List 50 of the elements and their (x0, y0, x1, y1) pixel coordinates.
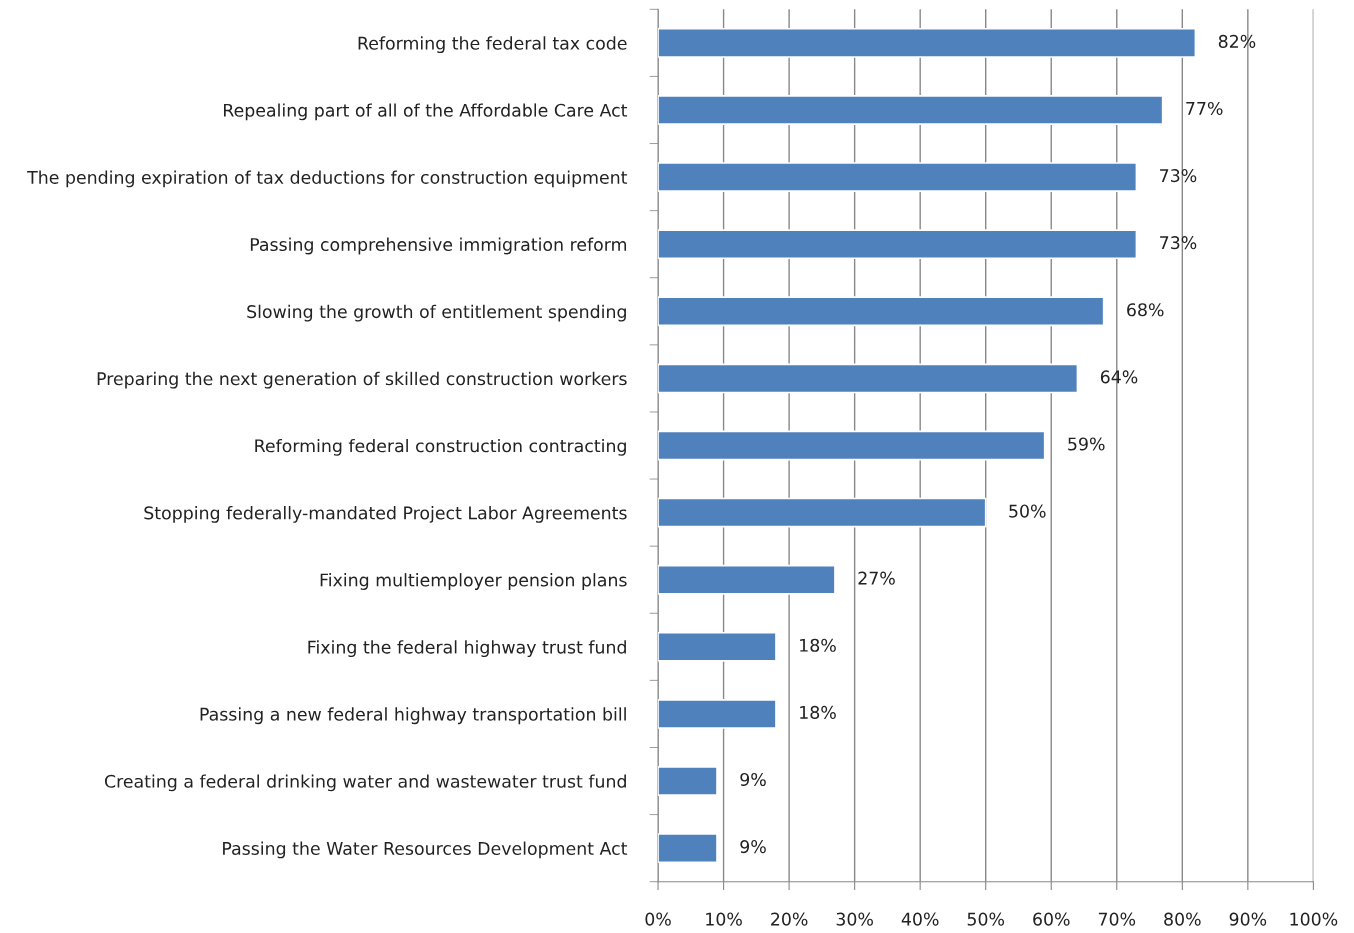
bar (658, 363, 1079, 394)
x-tick-label: 80% (1164, 912, 1201, 926)
data-label: 18% (800, 638, 836, 652)
bar (658, 564, 836, 595)
data-label: 82% (1218, 34, 1256, 48)
y-tick-label: Reforming the federal tax code (358, 36, 627, 54)
y-tick-label: Fixing multiemployer pension plans (320, 573, 627, 590)
bar (658, 631, 777, 662)
y-tick-label: Stopping federally-mandated Project Labor Agreements (144, 506, 627, 523)
data-label: 73% (1160, 236, 1197, 250)
x-tick-label: 70% (1098, 912, 1136, 926)
data-label: 77% (1186, 101, 1223, 116)
x-tick-label: 20% (771, 912, 808, 926)
x-tick-label: 30% (836, 912, 873, 926)
data-label: 73% (1160, 169, 1197, 183)
x-tick-label: 0% (645, 912, 671, 926)
bar (658, 162, 1138, 193)
y-tick-label: Slowing the growth of entitlement spending (247, 304, 626, 322)
y-tick-label: Passing a new federal highway transportation bill (200, 707, 626, 725)
bar (658, 497, 987, 528)
data-label: 9% (740, 840, 766, 854)
data-label: 68% (1127, 303, 1164, 317)
bar (658, 833, 718, 864)
y-tick-label: Preparing the next generation of skilled construction workers (97, 371, 627, 389)
y-tick-label: Fixing the federal highway trust fund (308, 640, 626, 658)
data-label: 50% (1009, 504, 1046, 518)
bar (658, 229, 1138, 260)
data-label: 9% (740, 772, 766, 787)
x-tick-label: 100% (1290, 912, 1338, 926)
x-tick-label: 60% (1033, 912, 1070, 926)
y-tick-label: Creating a federal drinking water and wastewater trust fund (104, 774, 626, 792)
y-tick-label: Repealing part of all of the Affordable Care Act (223, 103, 628, 121)
data-label: 59% (1068, 437, 1105, 451)
y-tick-label: Passing the Water Resources Development Act (223, 841, 628, 859)
x-tick-label: 50% (967, 912, 1005, 926)
x-tick-label: 10% (706, 912, 742, 926)
bar (658, 296, 1105, 327)
data-label: 27% (858, 571, 895, 585)
y-tick-label: Passing comprehensive immigration reform (250, 237, 627, 255)
data-label: 64% (1100, 370, 1138, 384)
y-tick-label: Reforming federal construction contracting (255, 438, 626, 456)
y-tick-label: The pending expiration of tax deductions for construction equipment (27, 170, 628, 188)
bar (658, 698, 777, 729)
bar (658, 27, 1197, 58)
bar (658, 430, 1046, 461)
data-label: 18% (800, 705, 836, 719)
x-tick-label: 40% (901, 912, 939, 926)
bar (658, 766, 718, 796)
x-tick-label: 90% (1229, 912, 1267, 926)
bar (658, 95, 1164, 125)
